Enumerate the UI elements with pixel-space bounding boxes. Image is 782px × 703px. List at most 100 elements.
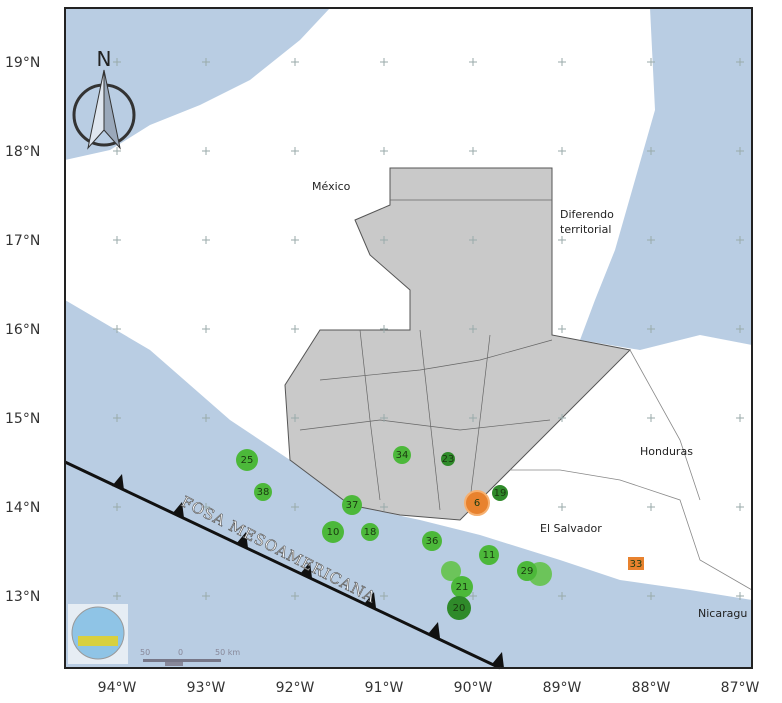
svg-text:10: 10 [327, 527, 340, 538]
svg-text:87°W: 87°W [721, 680, 760, 696]
graticule-cross [113, 414, 121, 422]
graticule-cross [380, 503, 388, 511]
graticule-cross [380, 325, 388, 333]
graticule-cross [558, 325, 566, 333]
graticule-cross [202, 503, 210, 511]
institution-logo [68, 604, 128, 664]
graticule-cross [202, 414, 210, 422]
graticule-cross [202, 147, 210, 155]
graticule-cross [469, 592, 477, 600]
svg-text:88°W: 88°W [632, 680, 671, 696]
graticule-cross [291, 325, 299, 333]
lon-axis: 94°W 93°W 92°W 91°W 90°W 89°W 88°W 87°W [98, 680, 760, 696]
svg-text:33: 33 [630, 559, 643, 570]
graticule-cross [558, 592, 566, 600]
graticule-cross [558, 414, 566, 422]
graticule-cross [202, 236, 210, 244]
map-frame [64, 7, 753, 669]
svg-text:16°N: 16°N [5, 322, 40, 338]
label-territorial: territorial [560, 223, 611, 236]
svg-text:11: 11 [483, 550, 496, 561]
graticule-cross [647, 503, 655, 511]
graticule-cross [380, 58, 388, 66]
marker-37: 37 [342, 495, 362, 515]
graticule-cross [469, 147, 477, 155]
graticule-cross [113, 592, 121, 600]
svg-text:90°W: 90°W [454, 680, 493, 696]
svg-text:19°N: 19°N [5, 55, 40, 71]
markers: 25 38 34 23 37 10 18 6 19 36 11 21 20 29… [236, 446, 644, 620]
north-arrow-icon: N [72, 47, 136, 150]
svg-text:20: 20 [453, 603, 466, 614]
gulf-of-mexico [65, 8, 330, 160]
marker-6: 6 [464, 490, 490, 516]
marker-29: 29 [517, 561, 537, 581]
label-nicaragua: Nicaragu [698, 607, 747, 620]
marker-33: 33 [628, 557, 644, 570]
graticule-cross [380, 147, 388, 155]
svg-text:15°N: 15°N [5, 411, 40, 427]
graticule-cross [469, 414, 477, 422]
marker-21: 21 [451, 576, 473, 598]
pacific-ocean [65, 300, 752, 668]
graticule-cross [291, 58, 299, 66]
graticule-cross [647, 58, 655, 66]
graticule-cross [736, 592, 744, 600]
marker-unlabeled [441, 561, 461, 581]
graticule-cross [113, 236, 121, 244]
lat-axis: 19°N 18°N 17°N 16°N 15°N 14°N 13°N [5, 55, 40, 605]
graticule-cross [647, 147, 655, 155]
svg-text:91°W: 91°W [365, 680, 404, 696]
graticule-cross [558, 147, 566, 155]
marker-11: 11 [479, 545, 499, 565]
department-borders [299, 199, 553, 511]
marker-25: 25 [236, 449, 258, 471]
marker-34: 34 [393, 446, 411, 464]
graticule-cross [558, 503, 566, 511]
graticule-cross [736, 58, 744, 66]
svg-text:29: 29 [521, 566, 534, 577]
svg-text:36: 36 [426, 536, 439, 547]
svg-text:89°W: 89°W [543, 680, 582, 696]
svg-text:18°N: 18°N [5, 144, 40, 160]
graticule-cross [291, 147, 299, 155]
marker-23: 23 [441, 452, 455, 466]
graticule-cross [469, 325, 477, 333]
label-honduras: Honduras [640, 445, 693, 458]
svg-text:N: N [97, 47, 112, 71]
graticule-cross [647, 236, 655, 244]
marker-38: 38 [254, 483, 272, 501]
graticule-cross [736, 147, 744, 155]
graticule-cross [202, 592, 210, 600]
svg-text:23: 23 [442, 454, 455, 465]
svg-text:18: 18 [364, 527, 377, 538]
marker-18: 18 [361, 523, 379, 541]
svg-text:17°N: 17°N [5, 233, 40, 249]
graticule-cross [113, 503, 121, 511]
graticule-cross [736, 503, 744, 511]
graticule-cross [469, 236, 477, 244]
graticule-cross [202, 325, 210, 333]
scale-bar: 50 0 50 km [140, 648, 240, 666]
marker-20: 20 [447, 596, 471, 620]
svg-text:25: 25 [241, 455, 254, 466]
graticule-cross [291, 592, 299, 600]
marker-36: 36 [422, 531, 442, 551]
graticule-cross [380, 236, 388, 244]
caribbean-sea [580, 8, 752, 350]
svg-text:21: 21 [456, 582, 469, 593]
graticule-cross [291, 503, 299, 511]
graticule-cross [469, 58, 477, 66]
graticule-cross [113, 325, 121, 333]
marker-19: 19 [492, 485, 508, 501]
trench-line [64, 460, 504, 670]
country-borders [510, 349, 753, 591]
graticule-cross [291, 236, 299, 244]
graticule-cross [558, 58, 566, 66]
svg-text:38: 38 [257, 487, 270, 498]
graticule-cross [113, 58, 121, 66]
graticule-cross [647, 592, 655, 600]
graticule-cross [113, 147, 121, 155]
